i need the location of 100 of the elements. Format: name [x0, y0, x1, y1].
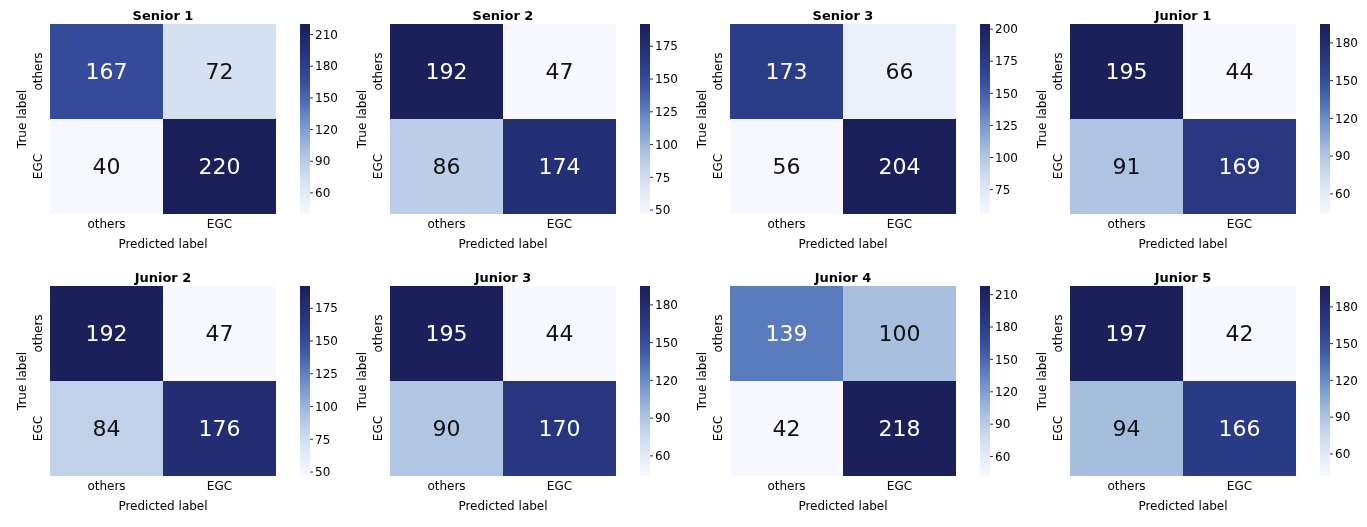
color-bar-label: 100 — [655, 137, 678, 152]
color-bar-label: 210 — [315, 27, 338, 42]
color-bar-label: 150 — [1335, 73, 1358, 88]
data-label: 40 — [92, 154, 121, 180]
data-label: 167 — [85, 59, 128, 85]
y-tick-label: EGC — [31, 415, 45, 442]
y-tick-label: EGC — [31, 153, 45, 180]
color-bar-label: 60 — [1335, 447, 1351, 462]
x-tick-label: others — [767, 479, 806, 493]
data-label: 72 — [205, 59, 234, 85]
x-tick-label: others — [767, 217, 806, 231]
data-label: 176 — [198, 416, 241, 442]
y-tick-label: others — [31, 314, 45, 353]
y-tick-label: EGC — [371, 153, 385, 180]
data-label: 47 — [205, 321, 234, 347]
data-label: 169 — [1218, 154, 1261, 180]
color-bar-label: 120 — [655, 373, 678, 388]
color-bar-label: 125 — [315, 366, 338, 381]
x-tick-label: EGC — [1226, 217, 1253, 231]
chart-title: Junior 3 — [473, 270, 532, 285]
data-label: 42 — [772, 416, 801, 442]
data-label: 220 — [198, 154, 241, 180]
data-label: 44 — [545, 321, 574, 347]
y-axis-title: True label — [355, 89, 369, 150]
color-bar-label: 90 — [655, 411, 671, 426]
data-label: 66 — [885, 59, 914, 85]
x-tick-label: EGC — [546, 479, 573, 493]
x-tick-label: others — [427, 217, 466, 231]
color-bar-label: 120 — [1335, 373, 1358, 388]
color-bar-label: 180 — [315, 59, 338, 74]
color-bar-label: 180 — [655, 298, 678, 313]
color-bar-label: 90 — [315, 154, 331, 169]
data-label: 195 — [425, 321, 468, 347]
color-bar-label: 60 — [315, 186, 331, 201]
y-axis-title: True label — [1035, 351, 1049, 412]
chart-title: Junior 1 — [1153, 8, 1212, 23]
color-bar-label: 180 — [1335, 36, 1358, 51]
data-label: 192 — [85, 321, 128, 347]
x-tick-label: EGC — [206, 479, 233, 493]
color-bar-label: 150 — [655, 335, 678, 350]
color-bar-label: 50 — [655, 203, 671, 218]
color-bar-label: 125 — [995, 118, 1018, 133]
y-axis-title: True label — [1035, 89, 1049, 150]
y-tick-label: others — [371, 52, 385, 91]
color-bar-label: 100 — [315, 399, 338, 414]
color-bar-label: 200 — [995, 22, 1018, 37]
x-tick-label: others — [87, 217, 126, 231]
data-label: 204 — [878, 154, 921, 180]
chart-title: Junior 5 — [1153, 270, 1212, 285]
x-axis-title: Predicted label — [458, 499, 548, 513]
data-label: 170 — [538, 416, 581, 442]
data-label: 91 — [1112, 154, 1141, 180]
color-bar-label: 90 — [1335, 410, 1351, 425]
x-axis-title: Predicted label — [798, 499, 888, 513]
x-tick-label: EGC — [886, 479, 913, 493]
color-bar-label: 175 — [315, 301, 338, 316]
y-tick-label: others — [711, 314, 725, 353]
color-bar-label: 120 — [315, 122, 338, 137]
chart-title: Senior 1 — [132, 8, 194, 23]
color-bar-label: 180 — [1335, 300, 1358, 315]
y-axis-title: True label — [695, 351, 709, 412]
x-axis-title: Predicted label — [118, 237, 208, 251]
data-label: 56 — [772, 154, 801, 180]
y-tick-label: EGC — [711, 415, 725, 442]
chart-title: Senior 2 — [472, 8, 534, 23]
x-tick-label: others — [87, 479, 126, 493]
color-bar-label: 210 — [995, 287, 1018, 302]
x-axis-title: Predicted label — [798, 237, 888, 251]
y-tick-label: EGC — [371, 415, 385, 442]
color-bar-label: 60 — [1335, 187, 1351, 202]
data-label: 192 — [425, 59, 468, 85]
color-bar-label: 90 — [995, 417, 1011, 432]
y-tick-label: EGC — [1051, 153, 1065, 180]
color-bar-label: 150 — [315, 334, 338, 349]
color-bar-label: 150 — [995, 86, 1018, 101]
color-bar-label: 75 — [995, 182, 1011, 197]
data-label: 174 — [538, 154, 581, 180]
color-bar-label: 125 — [655, 104, 678, 119]
color-bar-label: 180 — [995, 320, 1018, 335]
x-tick-label: others — [1107, 479, 1146, 493]
chart-title: Junior 4 — [813, 270, 872, 285]
x-tick-label: EGC — [886, 217, 913, 231]
y-axis-title: True label — [695, 89, 709, 150]
data-label: 90 — [432, 416, 461, 442]
data-label: 94 — [1112, 416, 1141, 442]
data-label: 197 — [1105, 321, 1148, 347]
y-tick-label: others — [711, 52, 725, 91]
x-tick-label: EGC — [206, 217, 233, 231]
y-tick-label: others — [1051, 314, 1065, 353]
color-bar-label: 100 — [995, 150, 1018, 165]
data-label: 166 — [1218, 416, 1261, 442]
x-axis-title: Predicted label — [1138, 237, 1228, 251]
color-bar-label: 60 — [655, 449, 671, 464]
color-bar-label: 175 — [995, 54, 1018, 69]
data-label: 173 — [765, 59, 808, 85]
color-bar-label: 75 — [315, 432, 331, 447]
x-tick-label: others — [427, 479, 466, 493]
x-axis-title: Predicted label — [118, 499, 208, 513]
x-tick-label: EGC — [1226, 479, 1253, 493]
y-axis-title: True label — [15, 89, 29, 150]
